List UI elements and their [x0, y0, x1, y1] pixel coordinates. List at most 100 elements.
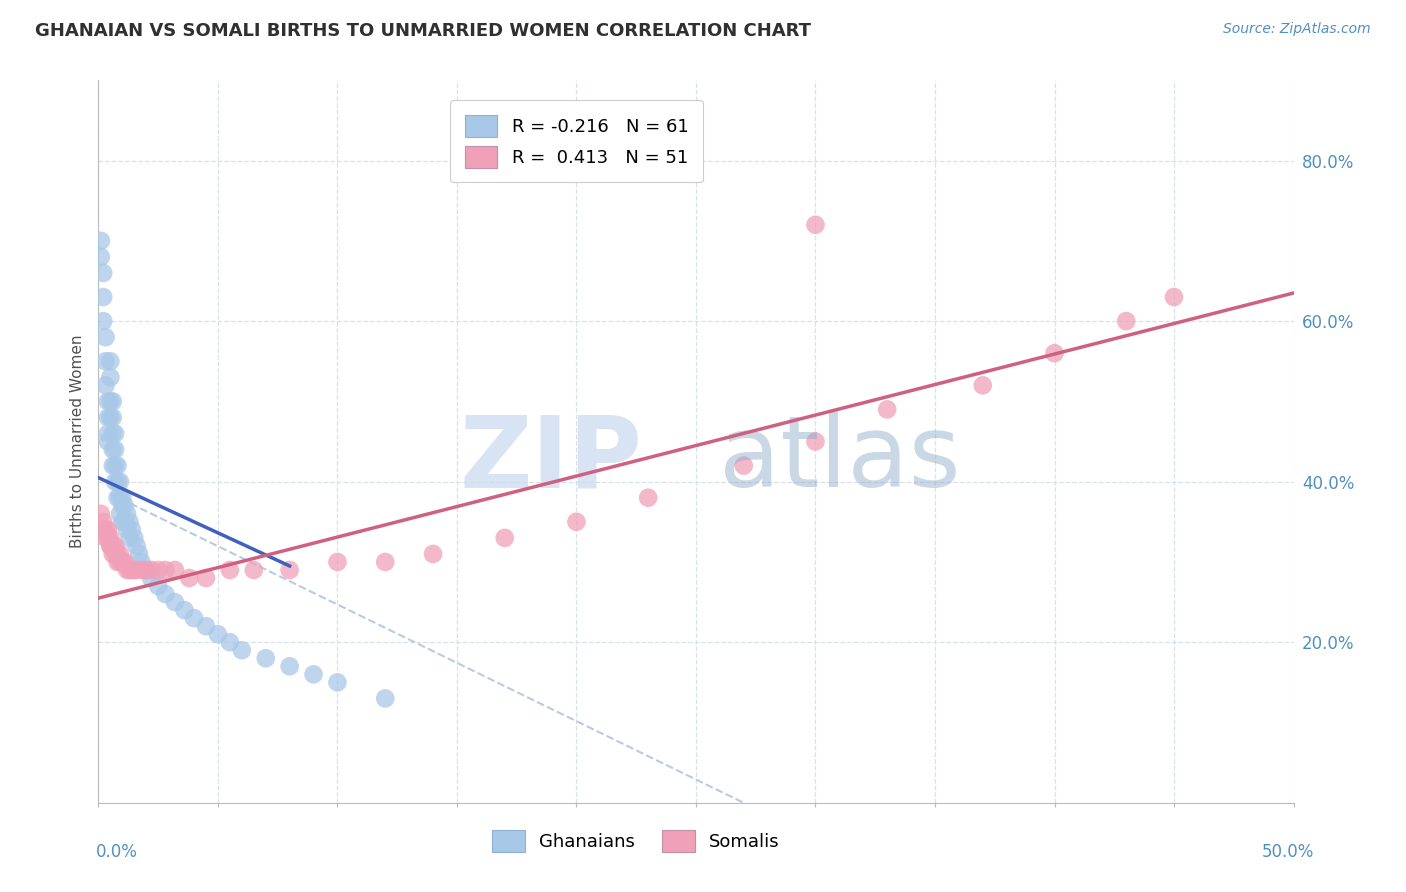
- Point: [1043, 346, 1066, 360]
- Point: [101, 539, 124, 553]
- Point: [97, 410, 120, 425]
- Point: [637, 491, 659, 505]
- Point: [278, 659, 301, 673]
- Point: [173, 603, 195, 617]
- Point: [91, 515, 114, 529]
- Point: [135, 563, 157, 577]
- Point: [97, 523, 120, 537]
- Point: [1115, 314, 1137, 328]
- Point: [254, 651, 277, 665]
- Point: [121, 563, 143, 577]
- Point: [111, 499, 134, 513]
- Point: [101, 426, 124, 441]
- Point: [94, 378, 117, 392]
- Point: [101, 442, 124, 457]
- Point: [326, 555, 349, 569]
- Point: [94, 523, 117, 537]
- Point: [155, 587, 177, 601]
- Point: [804, 434, 827, 449]
- Point: [90, 250, 112, 264]
- Point: [219, 563, 242, 577]
- Point: [494, 531, 516, 545]
- Point: [98, 539, 122, 553]
- Point: [148, 579, 170, 593]
- Point: [111, 555, 134, 569]
- Point: [104, 442, 127, 457]
- Point: [125, 563, 148, 577]
- Point: [139, 563, 162, 577]
- Point: [107, 458, 129, 473]
- Point: [243, 563, 266, 577]
- Point: [124, 563, 146, 577]
- Point: [278, 563, 301, 577]
- Point: [733, 458, 755, 473]
- Point: [231, 643, 253, 657]
- Point: [114, 555, 136, 569]
- Point: [124, 531, 146, 545]
- Point: [195, 619, 218, 633]
- Point: [98, 370, 122, 384]
- Point: [115, 523, 138, 537]
- Point: [207, 627, 229, 641]
- Point: [107, 547, 129, 561]
- Point: [91, 523, 114, 537]
- Point: [118, 531, 141, 545]
- Text: atlas: atlas: [718, 411, 960, 508]
- Point: [94, 354, 117, 368]
- Point: [111, 555, 134, 569]
- Point: [1163, 290, 1185, 304]
- Point: [565, 515, 588, 529]
- Point: [155, 563, 177, 577]
- Point: [97, 434, 120, 449]
- Point: [98, 539, 122, 553]
- Point: [108, 555, 131, 569]
- Point: [111, 515, 134, 529]
- Point: [94, 330, 117, 344]
- Point: [101, 547, 124, 561]
- Point: [115, 563, 138, 577]
- Point: [111, 491, 134, 505]
- Point: [97, 426, 120, 441]
- Point: [374, 555, 396, 569]
- Text: ZIP: ZIP: [460, 411, 643, 508]
- Point: [101, 410, 124, 425]
- Point: [98, 394, 122, 409]
- Text: 50.0%: 50.0%: [1263, 843, 1315, 861]
- Point: [104, 426, 127, 441]
- Point: [90, 234, 112, 248]
- Point: [422, 547, 444, 561]
- Point: [98, 531, 122, 545]
- Point: [97, 394, 120, 409]
- Point: [118, 515, 141, 529]
- Point: [91, 290, 114, 304]
- Point: [163, 595, 186, 609]
- Text: Source: ZipAtlas.com: Source: ZipAtlas.com: [1223, 22, 1371, 37]
- Point: [148, 563, 170, 577]
- Point: [114, 499, 136, 513]
- Point: [101, 394, 124, 409]
- Point: [98, 354, 122, 368]
- Point: [114, 515, 136, 529]
- Point: [107, 491, 129, 505]
- Point: [179, 571, 201, 585]
- Point: [108, 547, 131, 561]
- Point: [972, 378, 994, 392]
- Point: [219, 635, 242, 649]
- Point: [94, 531, 117, 545]
- Point: [108, 491, 131, 505]
- Point: [101, 458, 124, 473]
- Point: [326, 675, 349, 690]
- Point: [876, 402, 898, 417]
- Point: [91, 266, 114, 280]
- Text: 0.0%: 0.0%: [96, 843, 138, 861]
- Point: [195, 571, 218, 585]
- Point: [131, 563, 153, 577]
- Legend: Ghanaians, Somalis: Ghanaians, Somalis: [485, 822, 787, 859]
- Point: [108, 507, 131, 521]
- Point: [163, 563, 186, 577]
- Point: [107, 475, 129, 489]
- Point: [121, 523, 143, 537]
- Point: [104, 547, 127, 561]
- Text: GHANAIAN VS SOMALI BIRTHS TO UNMARRIED WOMEN CORRELATION CHART: GHANAIAN VS SOMALI BIRTHS TO UNMARRIED W…: [35, 22, 811, 40]
- Y-axis label: Births to Unmarried Women: Births to Unmarried Women: [69, 334, 84, 549]
